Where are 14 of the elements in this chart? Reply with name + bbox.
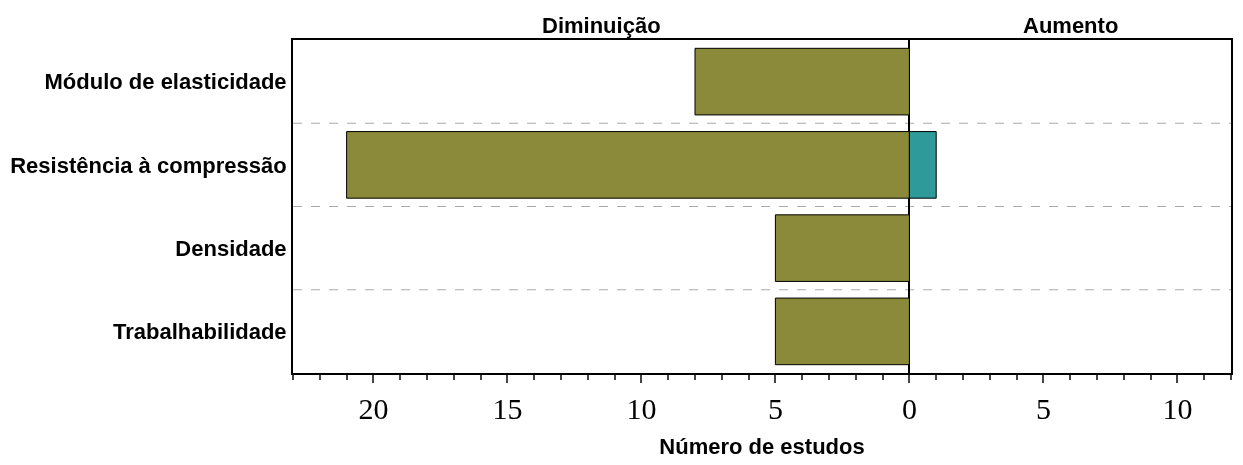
x-tick-label: 5 bbox=[767, 392, 783, 425]
x-tick-label: 20 bbox=[358, 392, 389, 425]
text: Aumento bbox=[1023, 13, 1119, 38]
x-tick-label: 0 bbox=[901, 392, 917, 425]
x-axis-title: Número de estudos bbox=[659, 434, 865, 460]
x-tick-label: 10 bbox=[626, 392, 657, 425]
x-tick-label: 10 bbox=[1162, 392, 1193, 425]
x-tick-label: 5 bbox=[1035, 392, 1051, 425]
x-tick-label: 15 bbox=[492, 392, 523, 425]
text: Diminuição bbox=[542, 13, 661, 38]
y-tick-label: Densidade bbox=[175, 235, 287, 261]
y-tick-label: Trabalhabilidade bbox=[112, 319, 287, 345]
y-tick-label: Resistência à compressão bbox=[10, 152, 287, 178]
y-tick-label: Módulo de elasticidade bbox=[44, 69, 287, 95]
